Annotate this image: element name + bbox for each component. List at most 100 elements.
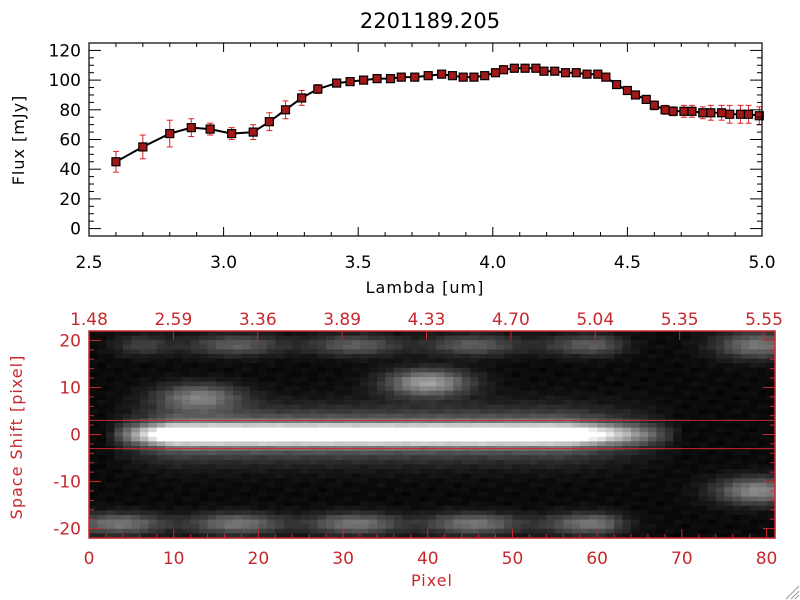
heatmap-cell [732,482,742,488]
heatmap-cell [563,390,573,396]
heatmap-cell [461,501,471,507]
heatmap-cell [563,395,573,401]
heatmap-cell [139,404,149,410]
heatmap-cell [605,423,615,429]
heatmap-cell [461,335,471,341]
heatmap-cell [241,349,251,355]
heatmap-cell [758,335,768,341]
heatmap-cell [461,372,471,378]
heatmap-cell [326,367,336,373]
heatmap-cell [317,331,327,337]
heatmap-cell [622,473,632,479]
data-point [227,128,237,139]
heatmap-cell [690,354,700,360]
heatmap-cell [122,349,132,355]
heatmap-cell [105,413,116,419]
heatmap-cell [182,482,192,488]
heatmap-cell [605,372,615,378]
heatmap-cell [647,340,658,346]
heatmap-cell [105,404,116,410]
heatmap-cell [520,482,530,488]
heatmap-cell [232,459,243,465]
heatmap-cell [622,464,632,470]
heatmap-cell [393,363,403,369]
heatmap-cell [622,459,632,465]
heatmap-cell [97,459,107,465]
heatmap-cell [148,372,158,378]
resize-grip-icon[interactable] [785,585,800,600]
heatmap-cell [199,363,209,369]
heatmap-cell [393,335,403,341]
heatmap-cell [393,510,403,516]
heatmap-cell [512,441,522,447]
heatmap-cell [216,377,226,383]
heatmap-cell [758,354,768,360]
heatmap-cell [105,331,116,337]
heatmap-cell [199,381,209,387]
heatmap-cell [715,510,725,516]
data-point [345,76,355,87]
heatmap-cell [334,450,344,456]
heatmap-cell [232,409,243,415]
heatmap-cell [89,381,99,387]
heatmap-cell [520,496,530,502]
heatmap-cell [639,418,649,424]
heatmap-cell [292,354,302,360]
heatmap-cell [732,455,742,461]
heatmap-cell [224,409,234,415]
heatmap-cell [495,427,505,433]
heatmap-cell [292,505,302,511]
heatmap-cell [546,459,556,465]
heatmap-cell [520,528,530,534]
heatmap-cell [156,436,166,442]
heatmap-cell [156,533,166,539]
heatmap-cell [681,377,691,383]
heatmap-cell [758,464,768,470]
heatmap-cell [461,363,471,369]
heatmap-cell [529,358,539,364]
wavelength-tick-label: 4.70 [492,310,530,330]
heatmap-cell [554,528,564,534]
heatmap-cell [673,340,683,346]
heatmap-cell [605,340,615,346]
heatmap-cell [122,528,132,534]
heatmap-cell [715,441,725,447]
heatmap-cell [478,533,488,539]
heatmap-cell [622,386,632,392]
heatmap-cell [207,423,217,429]
heatmap-cell [410,459,420,465]
heatmap-cell [131,377,141,383]
heatmap-cell [520,413,530,419]
heatmap-cell [249,372,259,378]
heatmap-cell [419,358,429,364]
heatmap-cell [656,423,666,429]
heatmap-cell [89,496,99,502]
heatmap-cell [715,501,725,507]
heatmap-cell [241,455,251,461]
heatmap-cell [664,395,674,401]
heatmap-cell [122,455,132,461]
heatmap-cell [444,469,454,475]
heatmap-cell [199,358,209,364]
heatmap-cell [165,409,175,415]
heatmap-cell [241,464,251,470]
heatmap-cell [360,367,370,373]
heatmap-cell [766,344,776,350]
heatmap-cell [385,423,395,429]
heatmap-cell [190,464,200,470]
heatmap-cell [707,473,717,479]
heatmap-cell [461,478,471,484]
heatmap-cell [114,340,124,346]
heatmap-cell [563,459,573,465]
heatmap-cell [631,427,641,433]
heatmap-cell [241,459,251,465]
heatmap-cell [698,427,708,433]
heatmap-cell [495,395,505,401]
heatmap-cell [690,395,700,401]
heatmap-cell [207,367,217,373]
heatmap-cell [758,501,768,507]
data-point [332,78,342,88]
heatmap-cell [622,354,632,360]
heatmap-cell [503,496,514,502]
heatmap-cell [597,450,607,456]
